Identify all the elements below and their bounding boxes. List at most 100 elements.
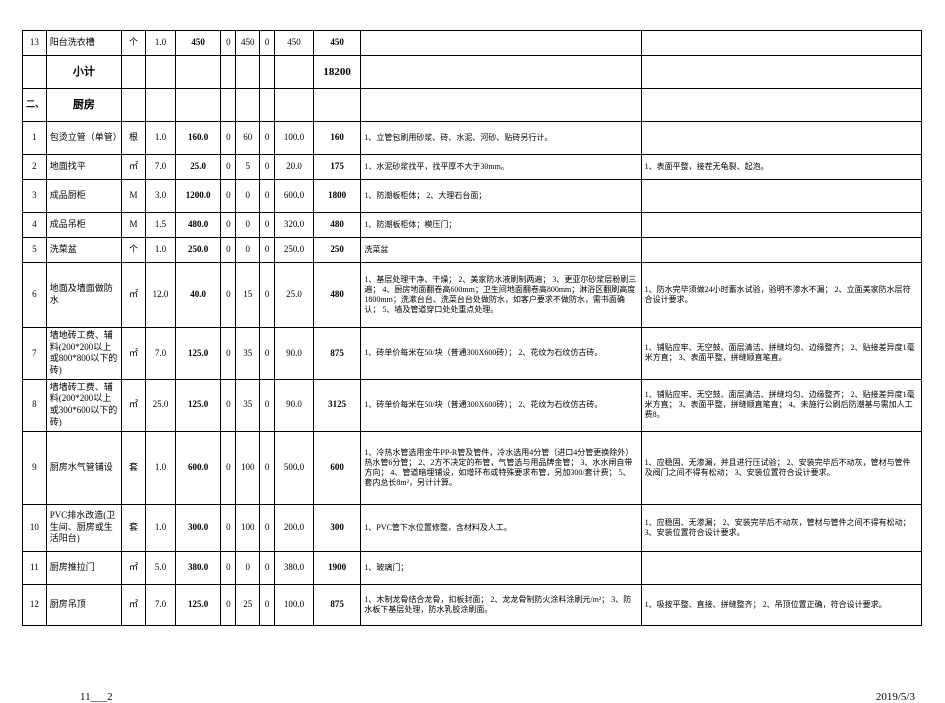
cell-note2	[641, 180, 921, 213]
cell-d: 0	[260, 31, 275, 56]
cell-note1	[361, 31, 641, 56]
cell-note1: 1、木制龙骨结合龙骨，扣板封面； 2、龙龙骨制防火涂料涂刷元/m²； 3、防水板…	[361, 584, 641, 625]
cell-total: 450	[313, 31, 360, 56]
cell-qty: 25.0	[145, 379, 175, 431]
subtotal-label: 小计	[46, 56, 121, 89]
cell-b: 0	[221, 551, 236, 584]
cell-note2: 1、应稳固、无渗漏； 2、安装完毕后不动灰，管材与管件之间不得有松动； 3、安装…	[641, 504, 921, 551]
cell-note1: 1、防潮板柜体；模压门；	[361, 213, 641, 238]
cell-idx: 4	[23, 213, 47, 238]
cell-qty: 1.0	[145, 504, 175, 551]
cell-a: 480.0	[176, 213, 221, 238]
cell-e: 600.0	[275, 180, 314, 213]
cell-note1: 1、立管包刷用砂浆、砖、水泥、河砂、贴砖另行计。	[361, 122, 641, 155]
table-row: 4 成品吊柜 M 1.5 480.0 0 0 0 320.0 480 1、防潮板…	[23, 213, 922, 238]
cell-name: 成品吊柜	[46, 213, 121, 238]
cell-idx: 11	[23, 551, 47, 584]
cell-c: 25	[236, 584, 260, 625]
cell-idx: 12	[23, 584, 47, 625]
cell-note1: 1、玻璃门；	[361, 551, 641, 584]
cell-b: 0	[221, 504, 236, 551]
section-row: 二、 厨房	[23, 89, 922, 122]
cell-a: 300.0	[176, 504, 221, 551]
cell-unit: M	[122, 213, 146, 238]
cell-e: 380.0	[275, 551, 314, 584]
cell-name: 地面找平	[46, 155, 121, 180]
cell-total: 875	[313, 584, 360, 625]
cell-total: 480	[313, 263, 360, 328]
cell-a: 450	[176, 31, 221, 56]
cell-b: 0	[221, 238, 236, 263]
cell-unit: 套	[122, 431, 146, 504]
cell-a: 160.0	[176, 122, 221, 155]
table-row: 6 地面及墙面做防水 ㎡ 12.0 40.0 0 15 0 25.0 480 1…	[23, 263, 922, 328]
cell-b: 0	[221, 584, 236, 625]
cell-unit: ㎡	[122, 155, 146, 180]
cell-note2	[641, 31, 921, 56]
cell-a: 125.0	[176, 379, 221, 431]
cell-qty: 1.0	[145, 238, 175, 263]
cell-name: 墙墙砖工费、辅料(200*200以上或300*600以下的砖)	[46, 379, 121, 431]
cell-d: 0	[260, 328, 275, 380]
cell-b: 0	[221, 31, 236, 56]
cell-qty: 3.0	[145, 180, 175, 213]
cell-note2: 1、防水完毕须做24小时蓄水试验，验明不渗水不漏； 2、立面美家防水层符合设计要…	[641, 263, 921, 328]
cell-qty: 7.0	[145, 584, 175, 625]
cell-b: 0	[221, 213, 236, 238]
cell-note2: 1、铺贴应牢、无空鼓、面层清洁、拼缝均匀、边缘整齐； 2、贴接差异度1毫米方直；…	[641, 379, 921, 431]
cell-unit: 个	[122, 238, 146, 263]
cell-total: 160	[313, 122, 360, 155]
cell-b: 0	[221, 180, 236, 213]
cell-note2	[641, 551, 921, 584]
footer-left: 11___2	[80, 691, 113, 703]
cell-note2	[641, 213, 921, 238]
cell-e: 250.0	[275, 238, 314, 263]
cell-idx: 7	[23, 328, 47, 380]
cell-e: 25.0	[275, 263, 314, 328]
cell-b: 0	[221, 155, 236, 180]
cell-d: 0	[260, 238, 275, 263]
table-row: 9 厨房水气管铺设 套 1.0 600.0 0 100 0 500.0 600 …	[23, 431, 922, 504]
cell-note1: 洗菜盆	[361, 238, 641, 263]
footer-right: 2019/5/3	[876, 691, 915, 703]
cell-c: 100	[236, 431, 260, 504]
cell-c: 5	[236, 155, 260, 180]
table-row: 13 阳台洗衣槽 个 1.0 450 0 450 0 450 450	[23, 31, 922, 56]
cell-a: 40.0	[176, 263, 221, 328]
cell-idx: 8	[23, 379, 47, 431]
cell-a: 380.0	[176, 551, 221, 584]
table-row: 7 墙地砖工费、辅料(200*200以上或800*800以下的砖) ㎡ 7.0 …	[23, 328, 922, 380]
cell-b: 0	[221, 122, 236, 155]
cell-idx: 9	[23, 431, 47, 504]
cell-total: 1900	[313, 551, 360, 584]
cell-b: 0	[221, 379, 236, 431]
cell-e: 500.0	[275, 431, 314, 504]
cell-c: 15	[236, 263, 260, 328]
cell-blank	[23, 56, 47, 89]
table-row: 2 地面找平 ㎡ 7.0 25.0 0 5 0 20.0 175 1、水泥砂浆找…	[23, 155, 922, 180]
cell-b: 0	[221, 328, 236, 380]
cell-note1: 1、防潮板柜体； 2、大理石台面；	[361, 180, 641, 213]
cell-unit: ㎡	[122, 328, 146, 380]
cell-unit: ㎡	[122, 551, 146, 584]
cell-c: 0	[236, 213, 260, 238]
cell-unit: 根	[122, 122, 146, 155]
cell-e: 320.0	[275, 213, 314, 238]
cell-d: 0	[260, 584, 275, 625]
cell-unit: ㎡	[122, 263, 146, 328]
sheet-container: 13 阳台洗衣槽 个 1.0 450 0 450 0 450 450 小计 18…	[0, 30, 945, 699]
cell-name: 包烫立管（单管）	[46, 122, 121, 155]
cell-d: 0	[260, 504, 275, 551]
table-row: 8 墙墙砖工费、辅料(200*200以上或300*600以下的砖) ㎡ 25.0…	[23, 379, 922, 431]
table-row: 3 成品厨柜 M 3.0 1200.0 0 0 0 600.0 1800 1、防…	[23, 180, 922, 213]
cell-note1: 1、砖单价每米在50/块（普通300X600砖）； 2、花纹为石纹仿古砖。	[361, 379, 641, 431]
cell-d: 0	[260, 122, 275, 155]
cell-note1: 1、PVC管下水位置修整，含材料及人工。	[361, 504, 641, 551]
cell-idx: 2	[23, 155, 47, 180]
cell-note1: 1、基层处理干净、干燥； 2、美家防水液刷制两遍； 3、更亚尔砂浆层粉刷三遍； …	[361, 263, 641, 328]
cell-e: 90.0	[275, 328, 314, 380]
cell-qty: 7.0	[145, 155, 175, 180]
cell-unit: M	[122, 180, 146, 213]
cell-e: 100.0	[275, 584, 314, 625]
cell-c: 0	[236, 551, 260, 584]
